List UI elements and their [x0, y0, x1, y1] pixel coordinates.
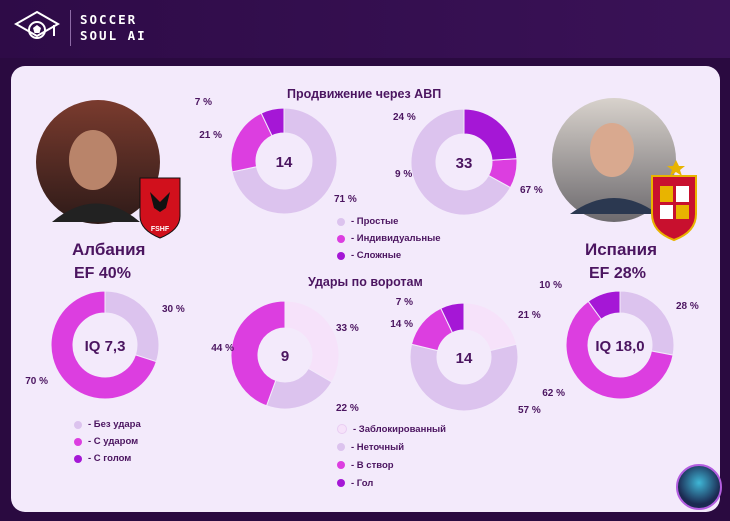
donut-label: 62 %	[542, 388, 565, 399]
donut-center-value: IQ 7,3	[85, 338, 126, 355]
legend-label: - Индивидуальные	[351, 233, 441, 244]
spain-coach-photo	[552, 98, 676, 222]
brand-line1: SOCCER	[80, 12, 138, 27]
donut-hole	[258, 328, 312, 382]
legend-label: - Гол	[351, 477, 374, 489]
donut-label: 7 %	[396, 297, 413, 308]
legend-item-no-shot: - Без удара	[74, 416, 141, 433]
spain-name: Испания	[585, 240, 658, 259]
donut-label: 21 %	[518, 310, 541, 321]
donut-center-value: 14	[456, 350, 473, 367]
donut-center-value: 33	[456, 155, 473, 172]
donut-label: 21 %	[199, 130, 222, 141]
shots-chart-title: Удары по воротам	[308, 275, 423, 289]
donut-segment-Сложные	[463, 108, 518, 161]
donut-hole	[588, 313, 652, 377]
donut-label: 71 %	[334, 194, 357, 205]
donut-hole	[437, 330, 491, 384]
donut-label: 7 %	[195, 97, 212, 108]
brand-name: SOCCER SOUL AI	[80, 12, 147, 44]
legend-label: - Неточный	[351, 441, 405, 453]
legend-item-individual: - Индивидуальные	[337, 230, 441, 247]
albania-team-block: Албания EF 40%	[72, 240, 145, 283]
donut-chart-6: 14 21 % 57 % 14 % 7 %	[390, 297, 541, 416]
spain-crest-icon	[651, 160, 697, 242]
donut-label: 22 %	[336, 403, 359, 414]
progress-legend: - Простые - Индивидуальные - Сложные	[337, 213, 441, 264]
albania-ef: EF 40%	[74, 265, 131, 282]
legend-label: - Заблокированный	[353, 423, 447, 435]
donut-center-value: IQ 18,0	[595, 338, 644, 355]
legend-item-on-target: - В створ	[337, 456, 446, 474]
donut-center-value: 9	[281, 348, 289, 365]
legend-dot	[74, 454, 82, 463]
legend-dot	[337, 443, 345, 451]
donut-chart-3: IQ 7,3 30 % 70 %	[25, 290, 185, 400]
legend-dot	[74, 437, 82, 446]
donut-label: 33 %	[336, 323, 359, 334]
legend-item-inaccurate: - Неточный	[337, 438, 446, 456]
legend-item-complex: - Сложные	[337, 247, 441, 264]
legend-label: - С ударом	[88, 436, 139, 447]
legend-item-with-goal: - С голом	[74, 450, 141, 467]
legend-label: - Без удара	[88, 419, 141, 430]
legend-dot	[74, 420, 82, 429]
donut-label: 9 %	[395, 169, 412, 180]
legend-item-blocked: - Заблокированный	[337, 420, 446, 438]
legend-dot	[337, 234, 345, 243]
legend-label: - Сложные	[351, 250, 402, 261]
donut-chart-2: 33 67 % 9 % 24 %	[393, 108, 543, 216]
donut-hole	[73, 313, 137, 377]
legend-label: - Простые	[351, 216, 399, 227]
legend-dot	[337, 461, 345, 469]
legend-label: - В створ	[351, 459, 394, 471]
legend-dot	[337, 424, 347, 434]
donut-hole	[256, 133, 312, 189]
logo-divider	[70, 10, 71, 46]
donut-label: 28 %	[676, 301, 699, 312]
albania-crest-icon: FSHF	[139, 177, 181, 239]
legend-item-simple: - Простые	[337, 213, 441, 230]
donut-label: 14 %	[390, 319, 413, 330]
iq-legend: - Без удара - С ударом - С голом	[74, 416, 141, 467]
donut-label: 10 %	[539, 280, 562, 291]
donut-hole	[436, 134, 492, 190]
donut-label: 24 %	[393, 112, 416, 123]
albania-coach-photo	[36, 100, 160, 224]
donut-chart-5: 9 33 % 22 % 44 %	[211, 300, 359, 414]
brand-line2: SOUL AI	[80, 28, 147, 43]
shots-legend: - Заблокированный - Неточный - В створ -…	[337, 420, 446, 492]
donut-chart-4: IQ 18,0 28 % 62 % 10 %	[539, 280, 699, 400]
top-bar: SOCCER SOUL AI	[0, 0, 730, 58]
legend-dot	[337, 217, 345, 226]
donut-center-value: 14	[276, 154, 293, 171]
albania-crest-text: FSHF	[151, 226, 170, 233]
donut-chart-1: 14 71 % 21 % 7 %	[195, 97, 357, 215]
legend-item-with-shot: - С ударом	[74, 433, 141, 450]
donut-label: 70 %	[25, 376, 48, 387]
spain-team-block: Испания EF 28%	[585, 240, 657, 283]
donut-label: 57 %	[518, 405, 541, 416]
legend-item-goal: - Гол	[337, 474, 446, 492]
spain-ef: EF 28%	[589, 265, 646, 282]
legend-dot	[337, 479, 345, 487]
donut-label: 44 %	[211, 343, 234, 354]
progress-chart-title: Продвижение через АВП	[287, 87, 442, 101]
legend-dot	[337, 251, 345, 260]
donut-label: 67 %	[520, 185, 543, 196]
donut-label: 30 %	[162, 304, 185, 315]
ai-avatar-icon	[676, 464, 722, 510]
albania-name: Албания	[72, 240, 146, 259]
soccer-ball-logo-icon	[14, 10, 60, 39]
legend-label: - С голом	[88, 453, 132, 464]
